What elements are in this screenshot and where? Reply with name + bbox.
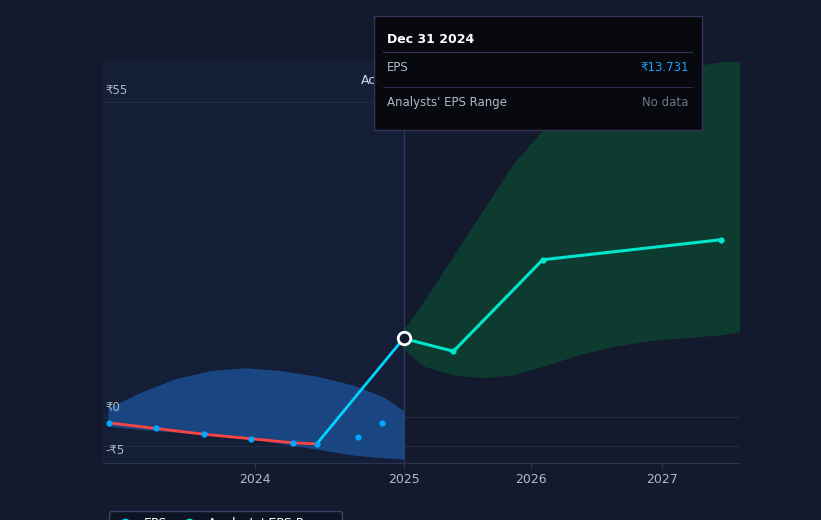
Text: Dec 31 2024: Dec 31 2024 bbox=[387, 33, 474, 46]
Text: Actual: Actual bbox=[360, 74, 400, 87]
Text: No data: No data bbox=[643, 96, 689, 109]
Text: ₹13.731: ₹13.731 bbox=[640, 61, 689, 74]
Bar bbox=[103, 62, 403, 463]
Text: EPS: EPS bbox=[387, 61, 408, 74]
Legend: EPS, Analysts' EPS Range: EPS, Analysts' EPS Range bbox=[109, 511, 342, 520]
Text: Analysts' EPS Range: Analysts' EPS Range bbox=[387, 96, 507, 109]
Text: ₹0: ₹0 bbox=[105, 401, 120, 414]
Text: -₹5: -₹5 bbox=[105, 444, 124, 457]
Text: ₹55: ₹55 bbox=[105, 84, 127, 97]
Text: Analysts' Forecasts: Analysts' Forecasts bbox=[410, 74, 530, 87]
